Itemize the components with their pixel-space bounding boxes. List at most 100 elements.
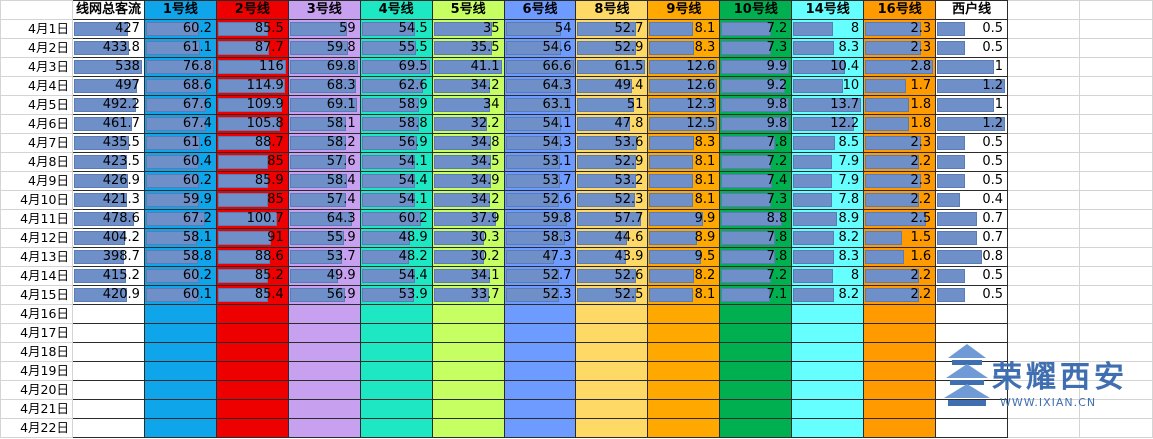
data-cell[interactable]: 0.7 bbox=[935, 228, 1009, 248]
data-cell[interactable]: 100.7 bbox=[215, 209, 289, 229]
data-cell[interactable]: 59.8 bbox=[503, 209, 577, 229]
data-cell[interactable]: 87.7 bbox=[215, 38, 289, 58]
empty-data-cell[interactable] bbox=[647, 399, 721, 419]
data-cell[interactable]: 52.5 bbox=[575, 285, 649, 305]
data-cell[interactable]: 2.3 bbox=[863, 171, 937, 191]
data-cell[interactable]: 12.6 bbox=[647, 76, 721, 96]
data-cell[interactable]: 67.6 bbox=[143, 95, 217, 115]
date-cell[interactable]: 4月21日 bbox=[0, 399, 73, 419]
empty-cell[interactable] bbox=[1007, 228, 1080, 248]
data-cell[interactable]: 61.5 bbox=[575, 57, 649, 77]
data-cell[interactable]: 85.2 bbox=[215, 266, 289, 286]
column-header[interactable]: 1号线 bbox=[143, 0, 217, 20]
empty-data-cell[interactable] bbox=[575, 380, 649, 400]
data-cell[interactable]: 8.8 bbox=[719, 209, 793, 229]
empty-cell[interactable] bbox=[1007, 285, 1080, 305]
empty-data-cell[interactable] bbox=[647, 304, 721, 324]
empty-data-cell[interactable] bbox=[71, 342, 145, 362]
data-cell[interactable]: 12.6 bbox=[647, 57, 721, 77]
data-cell[interactable]: 53.1 bbox=[503, 152, 577, 172]
data-cell[interactable]: 492.2 bbox=[71, 95, 145, 115]
empty-cell[interactable] bbox=[1007, 114, 1080, 134]
data-cell[interactable]: 427 bbox=[71, 19, 145, 39]
data-cell[interactable]: 2.3 bbox=[863, 133, 937, 153]
date-cell[interactable]: 4月11日 bbox=[0, 209, 73, 229]
data-cell[interactable]: 34.2 bbox=[431, 76, 505, 96]
data-cell[interactable]: 54.1 bbox=[359, 190, 433, 210]
data-cell[interactable]: 2.5 bbox=[863, 209, 937, 229]
data-cell[interactable]: 34.9 bbox=[431, 171, 505, 191]
data-cell[interactable]: 54.4 bbox=[359, 171, 433, 191]
empty-cell[interactable] bbox=[1078, 57, 1153, 77]
data-cell[interactable]: 8.2 bbox=[791, 228, 865, 248]
date-cell[interactable]: 4月6日 bbox=[0, 114, 73, 134]
empty-data-cell[interactable] bbox=[143, 361, 217, 381]
data-cell[interactable]: 69.8 bbox=[287, 57, 361, 77]
empty-data-cell[interactable] bbox=[863, 323, 937, 343]
empty-data-cell[interactable] bbox=[935, 304, 1009, 324]
data-cell[interactable]: 41.1 bbox=[431, 57, 505, 77]
data-cell[interactable]: 538 bbox=[71, 57, 145, 77]
date-cell[interactable]: 4月10日 bbox=[0, 190, 73, 210]
empty-cell[interactable] bbox=[1078, 247, 1153, 267]
column-header[interactable]: 4号线 bbox=[359, 0, 433, 20]
data-cell[interactable]: 88.6 bbox=[215, 247, 289, 267]
data-cell[interactable]: 8.3 bbox=[647, 133, 721, 153]
empty-data-cell[interactable] bbox=[503, 342, 577, 362]
data-cell[interactable]: 34.8 bbox=[431, 133, 505, 153]
data-cell[interactable]: 8 bbox=[791, 266, 865, 286]
empty-cell[interactable] bbox=[1007, 209, 1080, 229]
data-cell[interactable]: 68.3 bbox=[287, 76, 361, 96]
data-cell[interactable]: 7.9 bbox=[791, 171, 865, 191]
empty-data-cell[interactable] bbox=[215, 342, 289, 362]
data-cell[interactable]: 55.5 bbox=[359, 38, 433, 58]
empty-data-cell[interactable] bbox=[287, 304, 361, 324]
data-cell[interactable]: 7.8 bbox=[719, 228, 793, 248]
data-cell[interactable]: 54.6 bbox=[503, 38, 577, 58]
empty-data-cell[interactable] bbox=[719, 418, 793, 438]
empty-data-cell[interactable] bbox=[575, 399, 649, 419]
data-cell[interactable]: 85.5 bbox=[215, 19, 289, 39]
data-cell[interactable]: 7.8 bbox=[719, 133, 793, 153]
data-cell[interactable]: 9.2 bbox=[719, 76, 793, 96]
data-cell[interactable]: 85 bbox=[215, 152, 289, 172]
empty-data-cell[interactable] bbox=[719, 304, 793, 324]
empty-data-cell[interactable] bbox=[503, 323, 577, 343]
empty-data-cell[interactable] bbox=[71, 361, 145, 381]
data-cell[interactable]: 58.9 bbox=[359, 95, 433, 115]
empty-data-cell[interactable] bbox=[359, 380, 433, 400]
data-cell[interactable]: 0.5 bbox=[935, 171, 1009, 191]
data-cell[interactable]: 404.2 bbox=[71, 228, 145, 248]
data-cell[interactable]: 52.6 bbox=[575, 266, 649, 286]
data-cell[interactable]: 49.9 bbox=[287, 266, 361, 286]
data-cell[interactable]: 34.2 bbox=[431, 190, 505, 210]
empty-data-cell[interactable] bbox=[647, 380, 721, 400]
data-cell[interactable]: 53.9 bbox=[359, 285, 433, 305]
date-cell[interactable]: 4月20日 bbox=[0, 380, 73, 400]
empty-cell[interactable] bbox=[1078, 304, 1153, 324]
data-cell[interactable]: 47.3 bbox=[503, 247, 577, 267]
empty-cell[interactable] bbox=[1007, 19, 1080, 39]
empty-cell[interactable] bbox=[1078, 285, 1153, 305]
data-cell[interactable]: 61.6 bbox=[143, 133, 217, 153]
empty-data-cell[interactable] bbox=[791, 342, 865, 362]
data-cell[interactable]: 109.9 bbox=[215, 95, 289, 115]
empty-data-cell[interactable] bbox=[359, 361, 433, 381]
empty-data-cell[interactable] bbox=[503, 399, 577, 419]
data-cell[interactable]: 1 bbox=[935, 57, 1009, 77]
empty-cell[interactable] bbox=[1007, 304, 1080, 324]
empty-data-cell[interactable] bbox=[647, 361, 721, 381]
data-cell[interactable]: 0.5 bbox=[935, 266, 1009, 286]
empty-cell[interactable] bbox=[1007, 57, 1080, 77]
data-cell[interactable]: 12.2 bbox=[791, 114, 865, 134]
empty-data-cell[interactable] bbox=[863, 418, 937, 438]
data-cell[interactable]: 9.8 bbox=[719, 114, 793, 134]
data-cell[interactable]: 105.8 bbox=[215, 114, 289, 134]
data-cell[interactable]: 497 bbox=[71, 76, 145, 96]
date-cell[interactable]: 4月2日 bbox=[0, 38, 73, 58]
data-cell[interactable]: 7.3 bbox=[719, 38, 793, 58]
empty-data-cell[interactable] bbox=[215, 361, 289, 381]
empty-cell[interactable] bbox=[1007, 418, 1080, 438]
empty-cell[interactable] bbox=[1078, 209, 1153, 229]
empty-data-cell[interactable] bbox=[287, 361, 361, 381]
